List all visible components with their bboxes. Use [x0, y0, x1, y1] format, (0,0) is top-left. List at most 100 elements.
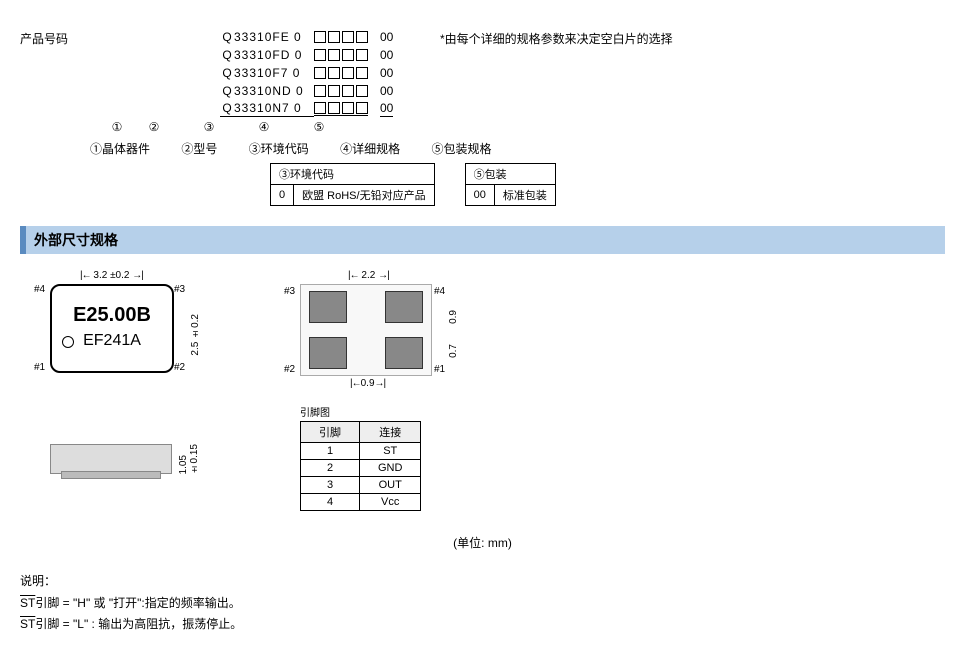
pin-row: 4Vcc: [301, 494, 421, 511]
pin-num: 4: [301, 494, 360, 511]
pad-tr: [385, 291, 423, 323]
product-end: 00: [380, 66, 393, 80]
star-note: *由每个详细的规格参数来决定空白片的选择: [440, 30, 673, 47]
product-mid: 33310FD 0: [234, 48, 314, 62]
product-blank-boxes: [314, 49, 368, 61]
legend-5: ⑤包装规格: [431, 142, 491, 156]
pin-num: 2: [301, 460, 360, 477]
pin-table: 引脚 连接 1ST2GND3OUT4Vcc: [300, 421, 421, 511]
code-tables: ③环境代码 0 欧盟 RoHS/无铅对应产品 ⑤包装 00 标准包装: [270, 163, 945, 206]
note-1-text: 引脚 = "H" 或 "打开":指定的频率输出。: [35, 596, 240, 610]
foot-dim-h1: 0.9: [448, 310, 459, 324]
dim-thickness: 1.05 ±0.15: [178, 444, 200, 474]
pin-func: ST: [360, 443, 421, 460]
env-code: 0: [271, 185, 294, 206]
circled-numbers: ① ② ③ ④ ⑤: [110, 120, 945, 134]
f-pin2: #2: [284, 364, 295, 375]
dim-height: 2.5 ±0.2: [190, 314, 201, 356]
product-end: 00: [380, 48, 393, 62]
pin-row: 3OUT: [301, 477, 421, 494]
env-code-table: ③环境代码 0 欧盟 RoHS/无铅对应产品: [270, 163, 435, 206]
pin-num: 1: [301, 443, 360, 460]
legend-line: ①晶体器件 ②型号 ③环境代码 ④详细规格 ⑤包装规格: [90, 140, 945, 157]
circ-5: ⑤: [294, 120, 344, 134]
product-q: Q: [220, 84, 234, 98]
pin-row: 2GND: [301, 460, 421, 477]
note-2-st: ST: [20, 617, 35, 631]
chip-marking-2: EF241A: [52, 332, 172, 350]
chip-top-view: |← 3.2 ±0.2 →| #4 #3 E25.00B EF241A #1 #…: [50, 284, 174, 373]
pack-header: ⑤包装: [465, 164, 555, 185]
pin2-lbl: #2: [174, 362, 185, 373]
circ-3: ③: [184, 120, 234, 134]
unit-note: (单位: mm): [20, 534, 945, 551]
f-pin1: #1: [434, 364, 445, 375]
f-pin3: #3: [284, 286, 295, 297]
product-end: 00: [380, 30, 393, 44]
pad-tl: [309, 291, 347, 323]
note-2: ST引脚 = "L" : 输出为高阻抗，振荡停止。: [20, 614, 945, 636]
foot-dim-h2: 0.7: [448, 344, 459, 358]
legend-1: ①晶体器件: [90, 142, 150, 156]
pin-table-wrap: 引脚图 引脚 连接 1ST2GND3OUT4Vcc: [300, 404, 421, 511]
pin1-lbl: #1: [34, 362, 45, 373]
footprint-body: [300, 284, 432, 376]
legend-4: ④详细规格: [340, 142, 400, 156]
chip-body: E25.00B EF241A: [50, 284, 174, 373]
product-mid: 33310N7 0: [234, 101, 314, 117]
legend-3: ③环境代码: [249, 142, 309, 156]
legend-2: ②型号: [181, 142, 217, 156]
dimensions-area: |← 3.2 ±0.2 →| #4 #3 E25.00B EF241A #1 #…: [20, 274, 945, 524]
circ-1: ①: [110, 120, 124, 134]
note-2-text: 引脚 = "L" : 输出为高阻抗，振荡停止。: [35, 617, 242, 631]
product-mid: 33310ND 0: [234, 84, 314, 98]
pin-num: 3: [301, 477, 360, 494]
foot-dim-w: |← 2.2 →|: [348, 270, 389, 281]
product-blank-boxes: [314, 67, 368, 79]
section-dimensions-title: 外部尺寸规格: [20, 226, 945, 254]
pin-func: OUT: [360, 477, 421, 494]
product-q: Q: [220, 48, 234, 62]
product-row: Q33310FD 0 00: [110, 46, 945, 64]
side-body: [50, 444, 172, 474]
env-desc: 欧盟 RoHS/无铅对应产品: [294, 185, 434, 206]
circ-4: ④: [234, 120, 294, 134]
footprint-view: |← 2.2 →| #3 #4 #2 #1 |←0.9→| 0.9 0.7: [300, 284, 432, 376]
circ-2: ②: [124, 120, 184, 134]
product-blank-boxes: [314, 31, 368, 43]
note-1: ST引脚 = "H" 或 "打开":指定的频率输出。: [20, 593, 945, 615]
product-code-label: 产品号码: [20, 30, 68, 47]
product-mid: 33310F7 0: [234, 66, 314, 80]
dim-width: |← 3.2 ±0.2 →|: [80, 270, 143, 281]
chip-side-view: 1.05 ±0.15: [50, 444, 172, 474]
product-mid: 33310FE 0: [234, 30, 314, 44]
pin-func: GND: [360, 460, 421, 477]
pin-th-2: 连接: [360, 422, 421, 443]
chip-marking-1: E25.00B: [52, 304, 172, 327]
pin3-lbl: #3: [174, 284, 185, 295]
pad-br: [385, 337, 423, 369]
product-blank-boxes: [314, 85, 368, 97]
notes-section: 说明： ST引脚 = "H" 或 "打开":指定的频率输出。 ST引脚 = "L…: [20, 571, 945, 636]
product-row: Q33310F7 000: [110, 64, 945, 82]
product-q: Q: [220, 101, 234, 117]
pin-row: 1ST: [301, 443, 421, 460]
product-code-section: 产品号码 *由每个详细的规格参数来决定空白片的选择 Q33310FE 000Q3…: [20, 28, 945, 206]
pad-bl: [309, 337, 347, 369]
pack-table: ⑤包装 00 标准包装: [465, 163, 556, 206]
product-end: 00: [380, 84, 393, 98]
pack-desc: 标准包装: [494, 185, 555, 206]
pack-code: 00: [465, 185, 494, 206]
product-q: Q: [220, 30, 234, 44]
env-header: ③环境代码: [271, 164, 435, 185]
product-end: 00: [380, 101, 393, 117]
product-row: Q33310ND 0 00: [110, 82, 945, 100]
notes-label: 说明：: [20, 571, 945, 593]
pin-func: Vcc: [360, 494, 421, 511]
pin-table-title: 引脚图: [300, 404, 421, 419]
note-1-st: ST: [20, 596, 35, 610]
product-blank-boxes: [314, 102, 368, 116]
foot-dim-padw: |←0.9→|: [350, 378, 385, 389]
pin4-lbl: #4: [34, 284, 45, 295]
pin-th-1: 引脚: [301, 422, 360, 443]
